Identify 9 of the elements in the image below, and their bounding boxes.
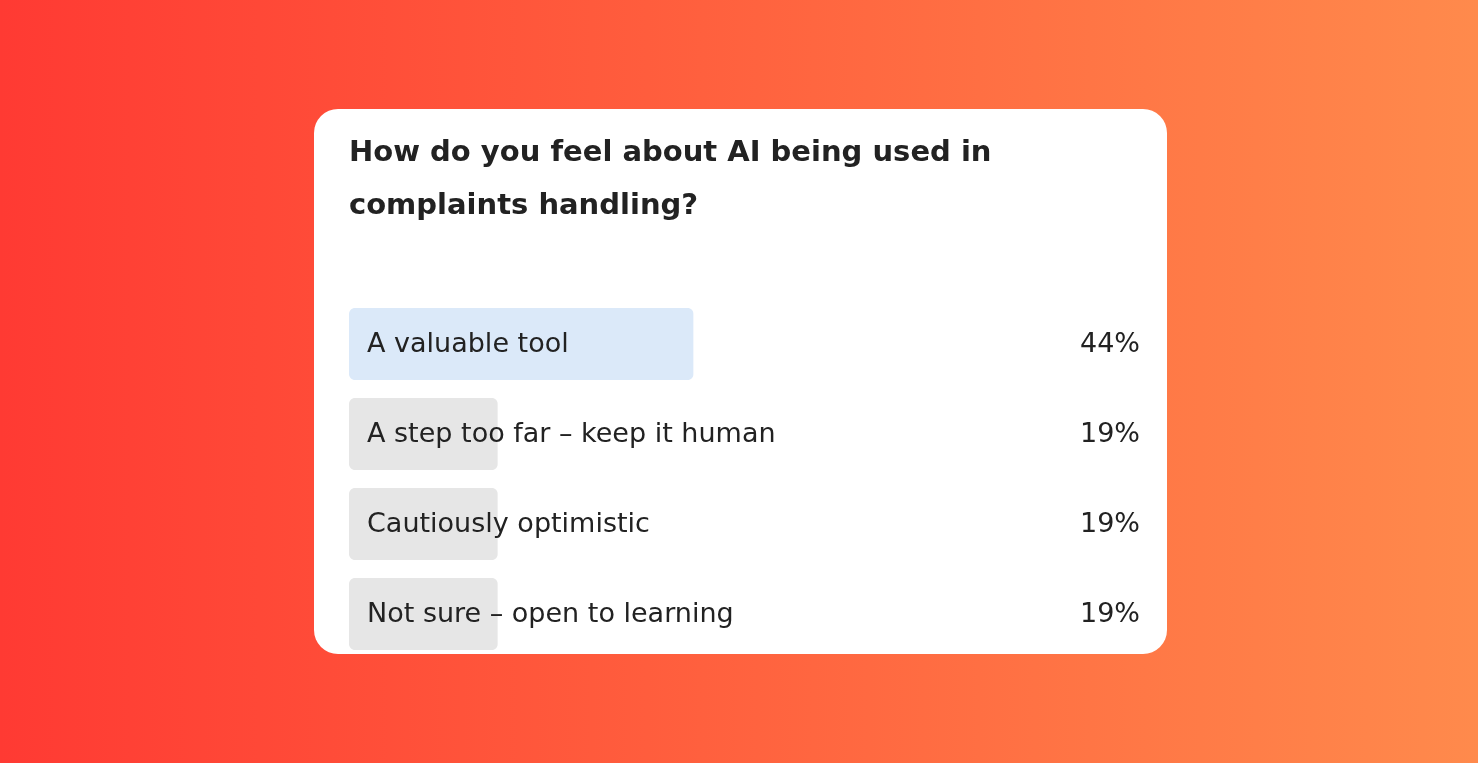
chart-title: How do you feel about AI being used in complaints handling? xyxy=(349,133,993,223)
y-tick-label: Cautiously optimistic xyxy=(367,507,650,538)
data-label: 44% xyxy=(1079,327,1140,358)
data-label: 19% xyxy=(1079,507,1140,538)
y-tick-label: A step too far – keep it human xyxy=(367,417,776,448)
y-tick-label: A valuable tool xyxy=(367,327,569,358)
data-label: 19% xyxy=(1079,417,1140,448)
y-tick-label: Not sure – open to learning xyxy=(367,597,734,628)
data-label: 19% xyxy=(1079,597,1140,628)
